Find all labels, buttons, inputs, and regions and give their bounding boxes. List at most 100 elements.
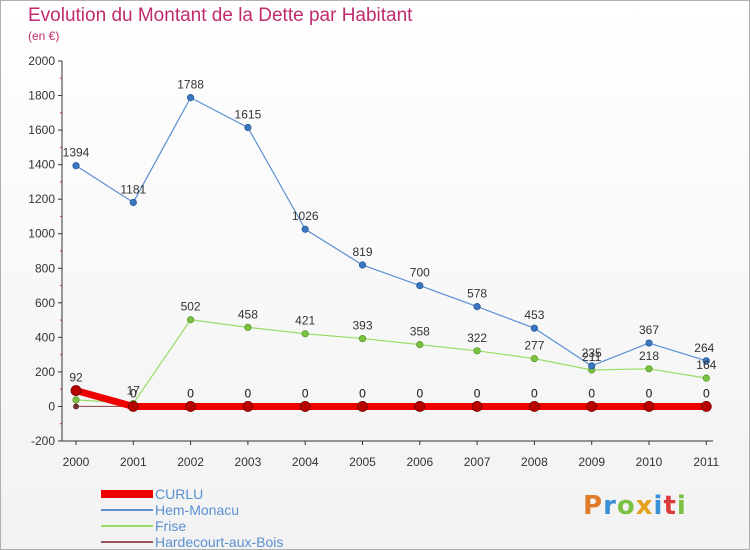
y-tick-label: 400 (35, 330, 55, 344)
data-label-hem-monacu: 1788 (177, 78, 204, 92)
data-point-frise (72, 396, 80, 404)
data-label-frise: 502 (181, 300, 201, 314)
data-label-hem-monacu: 1615 (235, 108, 262, 122)
data-label-curlu: 0 (474, 386, 481, 400)
data-point-hem-monacu (473, 303, 481, 311)
data-label-hem-monacu: 235 (582, 346, 602, 360)
data-label-frise: 322 (467, 331, 487, 345)
data-point-frise (530, 355, 539, 363)
data-label-curlu: 0 (302, 386, 309, 400)
data-point-frise (416, 341, 424, 349)
data-label-curlu: 0 (588, 386, 595, 400)
data-label-frise: 358 (410, 325, 430, 339)
chart-subtitle: (en €) (28, 29, 60, 43)
x-tick-label: 2001 (120, 455, 147, 469)
data-point-curlu (242, 401, 254, 412)
data-point-frise (645, 365, 653, 373)
legend-label-curlu: CURLU (155, 486, 204, 502)
data-point-curlu (414, 401, 426, 412)
data-point-hem-monacu (72, 162, 80, 170)
x-tick-label: 2003 (235, 455, 262, 469)
x-tick-label: 2007 (464, 455, 491, 469)
data-point-frise (244, 323, 252, 331)
data-label-hardecourt-aux-bois: 0 (474, 386, 481, 400)
y-tick-label: 1000 (28, 227, 55, 241)
y-tick-label: 800 (35, 261, 55, 275)
data-label-curlu: 0 (416, 386, 423, 400)
logo-letter: r (603, 491, 617, 521)
data-label-hardecourt-aux-bois: 0 (359, 386, 366, 400)
y-tick-label: -200 (31, 434, 55, 448)
data-point-curlu (299, 401, 311, 412)
data-point-curlu (643, 401, 655, 412)
data-point-hem-monacu (301, 225, 309, 233)
x-tick-label: 2009 (578, 455, 605, 469)
series-line-curlu (75, 387, 707, 410)
x-tick-label: 2011 (693, 455, 719, 469)
data-point-hem-monacu (187, 94, 195, 102)
data-point-curlu (185, 401, 197, 412)
y-tick-label: 600 (35, 296, 55, 310)
data-label-hardecourt-aux-bois: 0 (130, 386, 137, 400)
data-label-curlu: 0 (130, 386, 137, 400)
data-label-hardecourt-aux-bois: 0 (703, 386, 710, 400)
logo-letter: i (653, 491, 664, 521)
x-tick-label: 2008 (521, 455, 548, 469)
x-tick-label: 2000 (63, 455, 90, 469)
data-point-curlu (529, 401, 540, 412)
x-tick-label: 2010 (636, 455, 663, 469)
data-label-frise: 393 (352, 319, 372, 333)
data-label-hem-monacu: 1394 (63, 146, 90, 160)
data-label-hem-monacu: 1181 (120, 182, 146, 196)
data-point-frise (702, 374, 710, 382)
logo-letter: P (583, 491, 604, 521)
data-point-curlu (127, 401, 139, 412)
y-tick-label: 1200 (28, 192, 55, 206)
data-label-frise: 211 (582, 350, 601, 364)
logo-letter: o (616, 491, 636, 521)
data-label-hem-monacu: 264 (694, 341, 714, 355)
legend-swatch-frise (101, 525, 153, 527)
data-label-hardecourt-aux-bois: 0 (646, 386, 653, 400)
y-tick-label: 1600 (28, 123, 55, 137)
legend-swatch-hem-monacu (101, 509, 153, 511)
data-label-curlu: 0 (245, 386, 252, 400)
y-tick-label: 1800 (28, 89, 55, 103)
data-label-frise: 458 (238, 307, 258, 321)
x-tick-label: 2006 (406, 455, 433, 469)
y-tick-label: 200 (35, 365, 55, 379)
data-label-curlu: 0 (531, 386, 538, 400)
data-label-frise: 218 (639, 349, 659, 363)
data-label-hardecourt-aux-bois: 0 (531, 386, 538, 400)
x-tick-label: 2005 (349, 455, 376, 469)
data-point-curlu (70, 385, 82, 396)
series-line-frise (75, 319, 707, 405)
data-point-curlu (357, 401, 368, 412)
x-tick-label: 2002 (177, 455, 204, 469)
y-tick-label: 0 (48, 399, 55, 413)
data-point-curlu (586, 401, 598, 412)
series-line-hem-monacu (75, 97, 707, 367)
data-label-curlu: 0 (646, 386, 653, 400)
y-tick-label: 2000 (28, 54, 55, 68)
data-label-hardecourt-aux-bois: 0 (302, 386, 309, 400)
y-tick-label: 1400 (28, 158, 55, 172)
data-label-hem-monacu: 367 (639, 323, 659, 337)
data-label-curlu: 0 (359, 386, 366, 400)
data-label-frise: 164 (696, 358, 716, 372)
data-point-hem-monacu (645, 339, 653, 347)
data-label-hem-monacu: 578 (467, 287, 487, 301)
x-tick-label: 2004 (292, 455, 319, 469)
legend-swatch-hardecourt (101, 541, 153, 543)
data-label-hem-monacu: 453 (524, 308, 544, 322)
data-label-frise: 421 (295, 314, 315, 328)
data-label-curlu: 0 (703, 386, 710, 400)
data-point-curlu (471, 401, 483, 412)
data-label-hardecourt-aux-bois: 0 (588, 386, 595, 400)
data-point-hem-monacu (244, 123, 252, 132)
data-point-frise (473, 347, 481, 355)
data-label-hem-monacu: 819 (352, 245, 372, 259)
data-point-hem-monacu (358, 261, 367, 269)
